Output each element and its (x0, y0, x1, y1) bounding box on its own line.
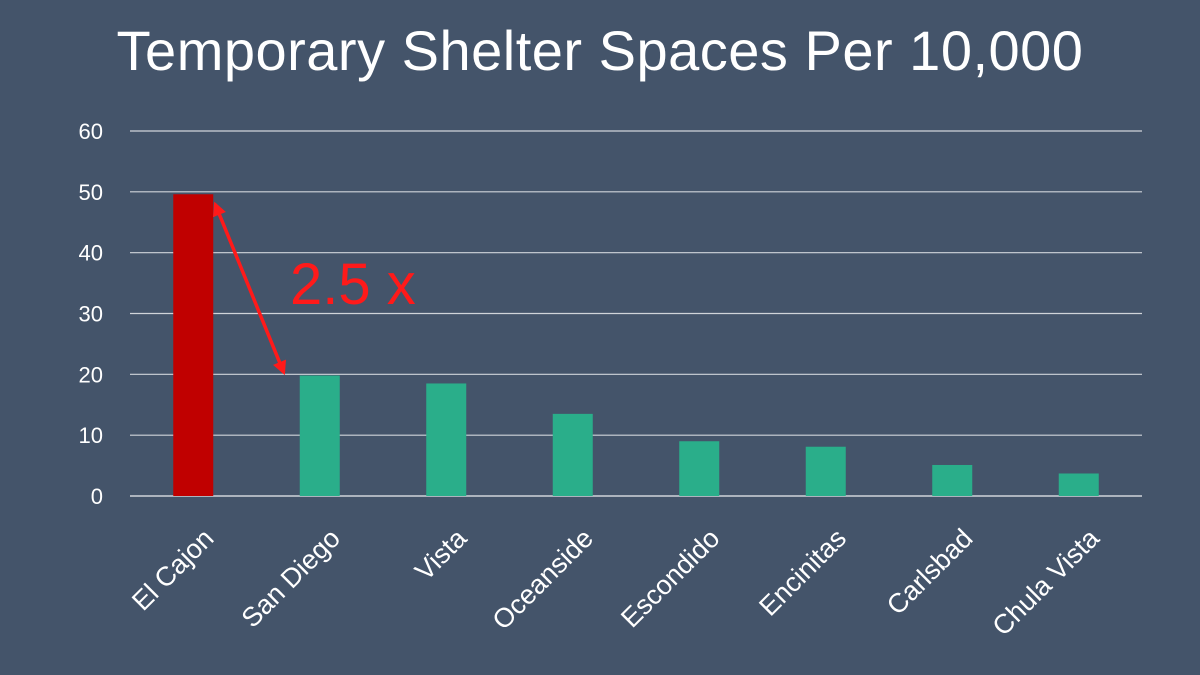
x-tick-label: El Cajon (126, 523, 219, 616)
chart-title: Temporary Shelter Spaces Per 10,000 (116, 19, 1084, 82)
bars (173, 194, 1099, 496)
x-tick-label: Chula Vista (986, 522, 1105, 641)
x-tick-label: Encinitas (753, 523, 852, 622)
x-tick-label: Carlsbad (881, 523, 979, 621)
x-tick-label: Escondido (615, 523, 725, 633)
bar (679, 441, 720, 496)
y-tick-label: 40 (79, 241, 103, 266)
x-axis-ticks: El Cajon San Diego Vista Oceanside Escondido… (126, 522, 1106, 641)
annotation: 2.5 x (212, 201, 416, 376)
bar (552, 413, 593, 496)
bar (805, 446, 846, 496)
y-tick-label: 0 (91, 484, 103, 509)
y-tick-label: 10 (79, 423, 103, 448)
bar (173, 194, 214, 496)
y-tick-label: 20 (79, 362, 103, 387)
bar (932, 464, 973, 496)
y-tick-label: 50 (79, 180, 103, 205)
bar (426, 383, 467, 496)
annotation-label: 2.5 x (290, 252, 416, 317)
x-tick-label: San Diego (236, 523, 346, 633)
y-axis-ticks: 0 10 20 30 40 50 60 (79, 119, 103, 509)
y-tick-label: 30 (79, 302, 103, 327)
annotation-arrow (212, 201, 287, 376)
bar (299, 375, 340, 496)
bar (1058, 473, 1099, 496)
gridlines (130, 130, 1142, 497)
x-tick-label: Oceanside (486, 523, 598, 635)
x-tick-label: Vista (409, 522, 473, 586)
y-tick-label: 60 (79, 119, 103, 144)
